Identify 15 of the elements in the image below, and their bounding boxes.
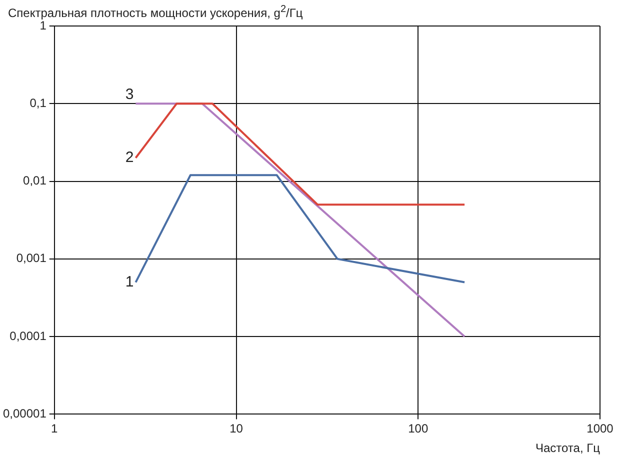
x-axis-title: Частота, Гц: [535, 441, 600, 456]
y-tick-label: 0,01: [23, 174, 47, 188]
x-tick-label: 1: [51, 422, 58, 436]
x-tick-label: 1000: [586, 422, 614, 436]
y-tick-label: 0,001: [16, 251, 47, 266]
y-tick-label: 0,00001: [2, 406, 47, 421]
y-axis-title: Спектральная плотность мощности ускорения, g$^{2}$/Гц: [8, 4, 303, 20]
x-tick-label: 10: [230, 422, 244, 436]
y-tick-label: 1: [40, 18, 47, 32]
y-tick-label: 0,1: [30, 96, 47, 110]
series-label: 3: [125, 86, 134, 103]
series-label: 1: [125, 273, 134, 290]
series-label: 2: [125, 149, 134, 166]
x-tick-label: 100: [408, 422, 428, 436]
y-tick-label: 0,0001: [10, 328, 47, 343]
